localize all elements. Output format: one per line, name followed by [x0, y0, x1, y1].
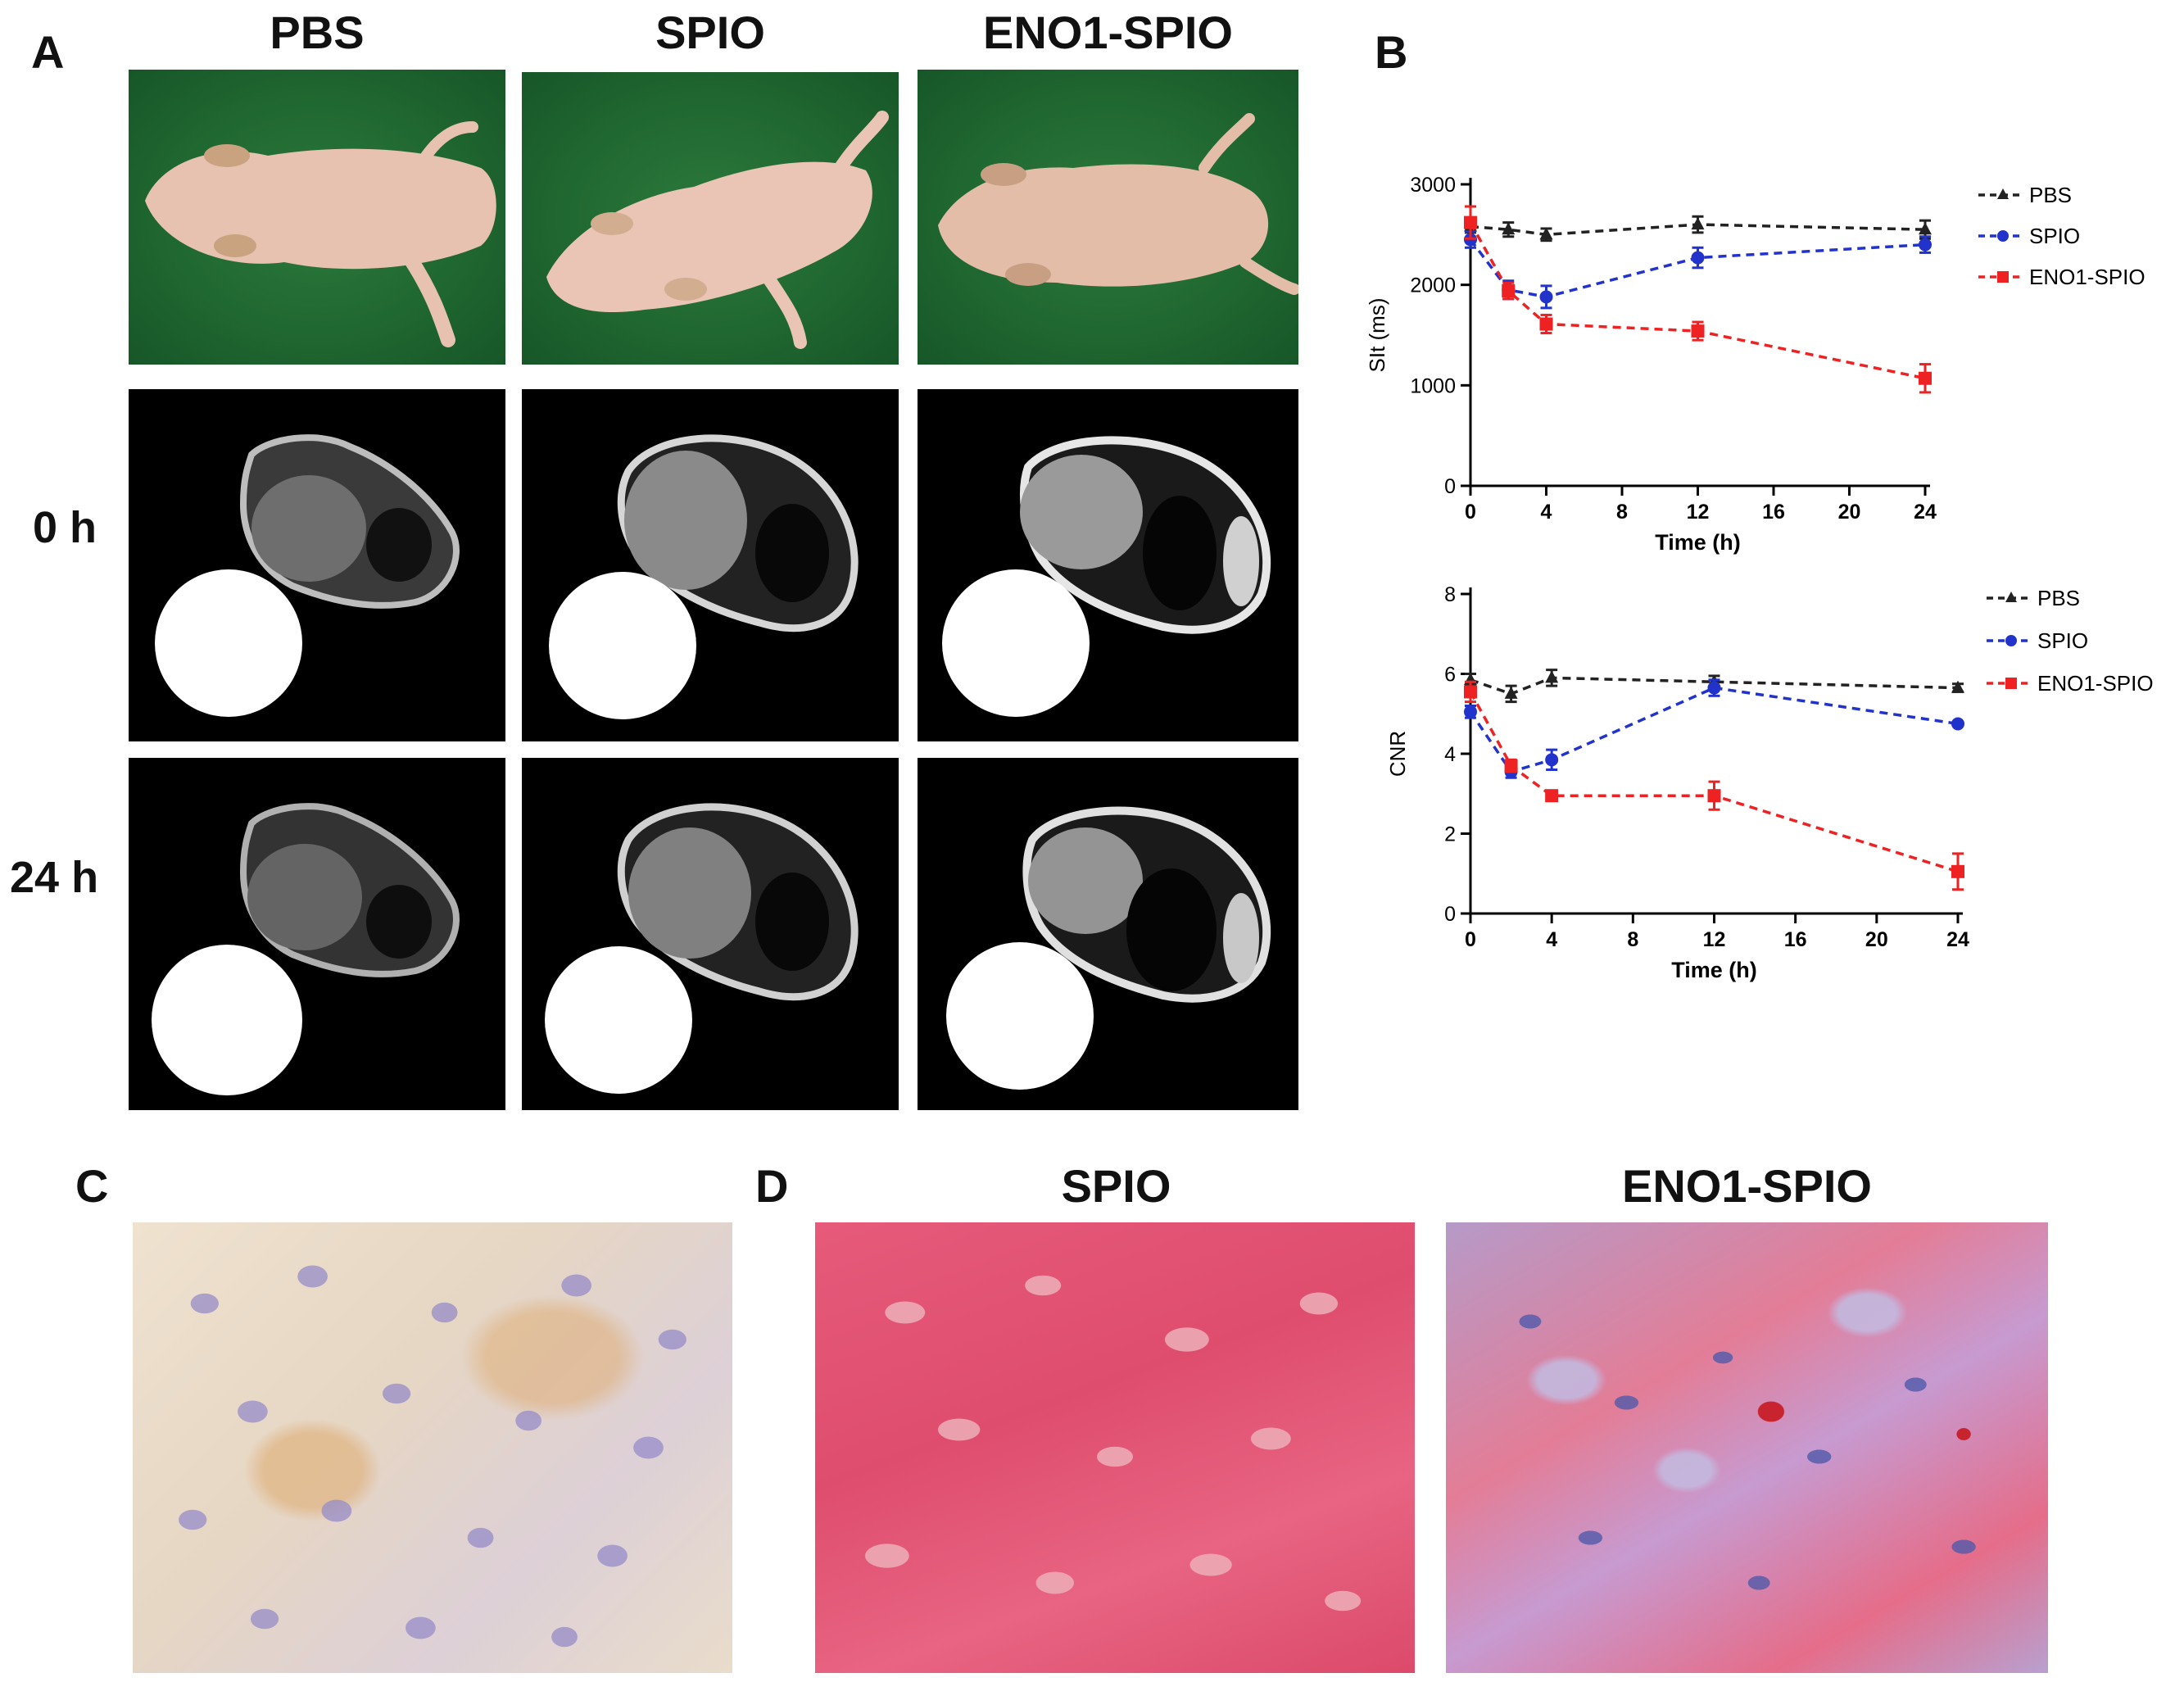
chart1-spio-point	[1951, 717, 1964, 731]
panel-b-letter: B	[1375, 26, 1408, 78]
mri-spio-24h	[522, 758, 899, 1110]
chart0-eno1-spio-line	[1469, 221, 1926, 380]
chart1-eno1-spio-point	[1464, 685, 1477, 699]
chart0-legend-spio-label: SPIO	[2029, 224, 2080, 248]
chart0-legend-eno1-spio-label: ENO1-SPIO	[2029, 265, 2145, 289]
histology-prussian-blue-spio	[815, 1222, 1415, 1673]
chart1-y-tick-label: 8	[1444, 583, 1456, 606]
chart1-eno1-spio-point	[1504, 759, 1518, 773]
chart0-x-tick-label: 4	[1541, 501, 1552, 524]
histology-ihc-eno1	[133, 1222, 732, 1673]
chart1-spio-point	[1464, 705, 1477, 719]
chart0-eno1-spio-point	[1539, 317, 1553, 331]
chart1-y-tick-label: 0	[1444, 903, 1456, 926]
chart0-eno1-spio-point	[1502, 284, 1516, 298]
chart-signal-intensity: 0 1000 2000 3000 0 4 8 12 16 20 24 Time (h) SIt (ms)…	[1365, 174, 2145, 555]
chart0-legend-eno1-spio-marker	[1997, 271, 2009, 283]
panel-d-column-eno1-spio: ENO1-SPIO	[1622, 1160, 1872, 1212]
panel-a-column-eno1-spio: ENO1-SPIO	[983, 7, 1233, 58]
mri-pbs-24h	[129, 758, 505, 1110]
chart1-legend-eno1-spio-label: ENO1-SPIO	[2037, 671, 2154, 696]
chart1-pbs-point	[1951, 680, 1964, 693]
chart1-x-axis-label: Time (h)	[1671, 958, 1757, 982]
panel-c-letter: C	[75, 1160, 109, 1212]
chart1-legend-eno1-spio-marker	[2005, 678, 2017, 689]
mouse-photo-spio	[522, 72, 899, 365]
chart0-pbs-point	[1691, 217, 1705, 230]
chart0-x-tick-label: 24	[1914, 501, 1937, 524]
chart0-y-tick-label: 2000	[1410, 274, 1456, 297]
chart0-legend-pbs-label: PBS	[2029, 183, 2072, 207]
chart1-x-tick-label: 24	[1946, 928, 1969, 951]
chart1-legend-pbs-label: PBS	[2037, 586, 2080, 610]
chart0-eno1-spio-point	[1691, 324, 1705, 338]
panel-a-column-pbs: PBS	[270, 7, 365, 58]
chart0-eno1-spio-point	[1919, 371, 1932, 385]
chart1-legend-spio-marker	[2005, 635, 2017, 646]
chart1-pbs-point	[1545, 670, 1559, 683]
panel-a-row-24h: 24 h	[10, 853, 99, 902]
chart0-eno1-spio-point	[1464, 215, 1477, 229]
chart0-y-axis-label: SIt (ms)	[1365, 298, 1389, 373]
chart0-x-tick-label: 12	[1687, 501, 1710, 524]
chart0-x-tick-label: 0	[1465, 501, 1476, 524]
panel-a-column-spio: SPIO	[655, 7, 765, 58]
chart1-x-tick-label: 8	[1627, 928, 1638, 951]
chart0-pbs-point	[1919, 222, 1932, 235]
chart1-y-tick-label: 4	[1444, 743, 1456, 766]
chart0-pbs-point	[1502, 222, 1516, 235]
chart1-x-tick-label: 20	[1865, 928, 1888, 951]
chart0-x-tick-label: 20	[1838, 501, 1861, 524]
chart0-y-tick-label: 3000	[1410, 174, 1456, 197]
chart0-y-tick-label: 0	[1444, 475, 1456, 498]
mri-pbs-0h	[129, 389, 505, 741]
chart1-x-tick-label: 0	[1465, 928, 1476, 951]
chart1-eno1-spio-line	[1469, 691, 1959, 873]
chart1-legend-pbs-marker	[2005, 592, 2017, 602]
chart0-x-tick-label: 16	[1762, 501, 1785, 524]
panel-d-letter: D	[755, 1160, 789, 1212]
chart1-x-tick-label: 12	[1703, 928, 1726, 951]
chart1-eno1-spio-point	[1951, 864, 1964, 878]
chart0-legend-spio-marker	[1997, 230, 2009, 242]
histology-prussian-blue-eno1-spio	[1446, 1222, 2048, 1673]
chart0-spio-point	[1919, 238, 1932, 252]
chart0-y-tick-label: 1000	[1410, 374, 1456, 397]
chart1-spio-point	[1707, 681, 1721, 695]
panel-d-column-spio: SPIO	[1061, 1160, 1171, 1212]
chart0-x-tick-label: 8	[1616, 501, 1628, 524]
chart1-y-axis-label: CNR	[1385, 731, 1410, 777]
panel-a-row-0h: 0 h	[33, 503, 97, 552]
chart0-spio-point	[1691, 251, 1705, 265]
chart1-eno1-spio-point	[1545, 789, 1559, 803]
chart0-pbs-point	[1539, 227, 1553, 240]
chart0-x-axis-label: Time (h)	[1655, 530, 1741, 555]
chart1-y-tick-label: 2	[1444, 823, 1456, 846]
chart0-spio-point	[1539, 290, 1553, 304]
mouse-photo-eno1-spio	[918, 70, 1298, 365]
chart1-eno1-spio-point	[1707, 789, 1721, 803]
chart1-pbs-point	[1504, 686, 1518, 699]
chart0-legend-pbs-marker	[1997, 188, 2009, 199]
chart1-legend-spio-label: SPIO	[2037, 628, 2088, 653]
chart1-y-tick-label: 6	[1444, 664, 1456, 687]
mri-eno1-spio-0h	[918, 389, 1298, 741]
chart1-spio-line	[1469, 686, 1959, 773]
chart1-x-tick-label: 4	[1546, 928, 1557, 951]
mri-spio-0h	[522, 389, 899, 741]
mouse-photo-pbs	[129, 70, 505, 365]
panel-a-letter: A	[31, 26, 65, 78]
mri-eno1-spio-24h	[918, 758, 1298, 1110]
chart1-spio-point	[1545, 753, 1559, 767]
chart1-x-tick-label: 16	[1784, 928, 1807, 951]
